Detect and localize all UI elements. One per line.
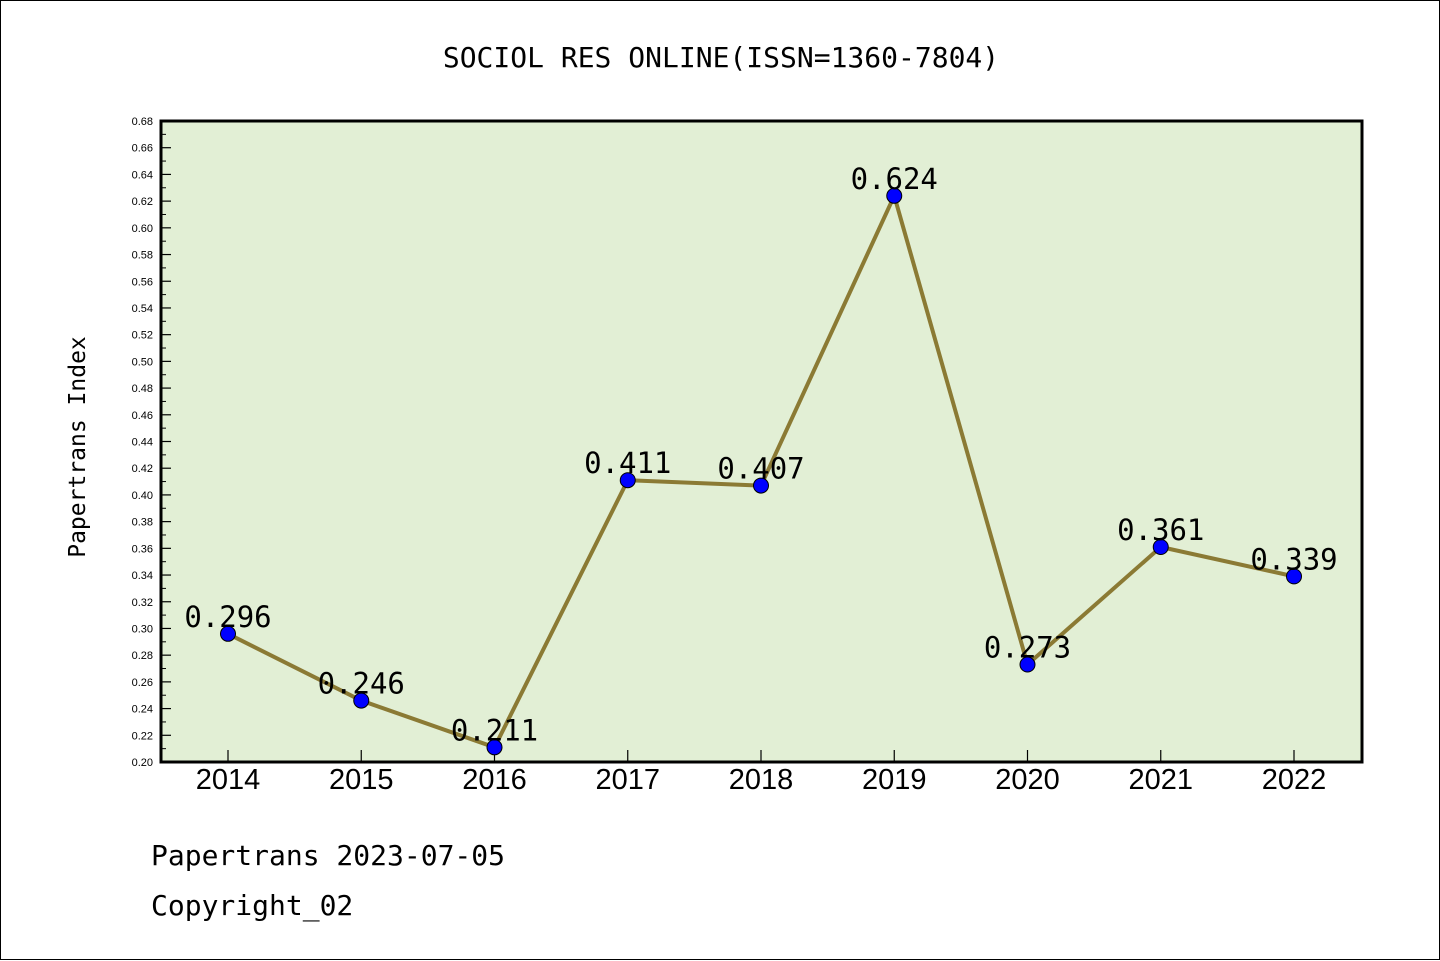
y-tick-label: 0.56 xyxy=(132,276,153,288)
y-tick-label: 0.64 xyxy=(132,169,153,181)
footer-date: Papertrans 2023-07-05 xyxy=(151,839,505,872)
data-point xyxy=(886,187,903,204)
y-tick-label: 0.28 xyxy=(132,650,153,662)
plot-area xyxy=(159,119,1364,764)
x-axis: 2014 2015 2016 2017 2018 2019 2020 2021 2022 xyxy=(196,750,1327,796)
data-label: 0.624 xyxy=(851,162,938,196)
x-tick-label: 2017 xyxy=(595,764,660,796)
y-tick-label: 0.52 xyxy=(132,330,153,342)
y-tick-label: 0.34 xyxy=(132,570,153,582)
y-tick-label: 0.24 xyxy=(132,704,153,716)
data-point xyxy=(1019,656,1036,673)
y-tick-label: 0.40 xyxy=(132,490,153,502)
x-tick-label: 2022 xyxy=(1262,764,1327,796)
series: 0.296 0.246 0.211 0.411 0.407 0.624 0.273 0.361… xyxy=(184,162,1338,756)
x-tick-label: 2014 xyxy=(196,764,261,796)
y-tick-label: 0.44 xyxy=(132,437,153,449)
y-tick-label: 0.60 xyxy=(132,223,153,235)
y-tick-label: 0.30 xyxy=(132,623,153,635)
y-axis: 0.20 0.22 0.24 0.26 0.28 0.30 0.32 0.34 0.36 0.38… xyxy=(132,116,171,769)
y-axis-label: Papertrans Index xyxy=(65,336,91,558)
data-point xyxy=(353,692,370,709)
y-tick-label: 0.48 xyxy=(132,383,153,395)
y-tick-label: 0.62 xyxy=(132,196,153,208)
x-tick-label: 2021 xyxy=(1128,764,1193,796)
x-tick-label: 2015 xyxy=(329,764,394,796)
data-label: 0.246 xyxy=(318,667,405,701)
y-tick-label: 0.38 xyxy=(132,517,153,529)
x-tick-label: 2016 xyxy=(462,764,527,796)
data-point xyxy=(753,477,769,494)
y-tick-label: 0.54 xyxy=(132,303,153,315)
footer-copyright: Copyright_02 xyxy=(151,889,353,923)
data-point xyxy=(619,472,636,489)
data-label: 0.411 xyxy=(584,446,671,480)
y-tick-label: 0.50 xyxy=(132,356,153,368)
y-tick-label: 0.68 xyxy=(132,116,153,128)
y-tick-label: 0.66 xyxy=(132,143,153,155)
data-label: 0.273 xyxy=(984,631,1071,665)
data-point xyxy=(1286,568,1302,585)
data-point xyxy=(486,739,503,756)
y-tick-label: 0.36 xyxy=(132,543,153,555)
chart-title: SOCIOL RES ONLINE(ISSN=1360-7804) xyxy=(443,41,999,74)
y-tick-label: 0.32 xyxy=(132,597,153,609)
x-tick-label: 2020 xyxy=(995,764,1060,796)
data-label: 0.211 xyxy=(451,713,538,747)
data-label: 0.296 xyxy=(184,600,271,634)
data-point xyxy=(220,625,236,642)
y-tick-label: 0.26 xyxy=(132,677,153,689)
x-tick-label: 2018 xyxy=(729,764,794,796)
x-tick-label: 2019 xyxy=(862,764,927,796)
data-label: 0.407 xyxy=(717,452,804,486)
y-tick-label: 0.20 xyxy=(132,757,153,769)
y-tick-label: 0.58 xyxy=(132,250,153,262)
data-label: 0.339 xyxy=(1250,542,1337,576)
y-tick-label: 0.22 xyxy=(132,730,153,742)
data-point xyxy=(1152,538,1169,555)
y-tick-label: 0.42 xyxy=(132,463,153,475)
y-tick-label: 0.46 xyxy=(132,410,153,422)
data-label: 0.361 xyxy=(1117,513,1204,547)
